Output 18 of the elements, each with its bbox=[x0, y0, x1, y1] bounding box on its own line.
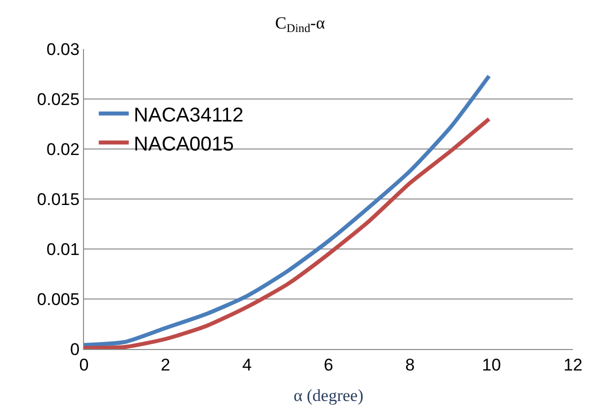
y-tick-label: 0.015 bbox=[37, 190, 80, 209]
y-tick-label: 0.025 bbox=[37, 90, 80, 109]
x-axis-title: α (degree) bbox=[294, 386, 364, 405]
x-tick-label: 6 bbox=[324, 355, 334, 374]
x-tick-label: 2 bbox=[160, 355, 170, 374]
y-tick-label: 0.03 bbox=[46, 40, 80, 59]
y-tick-label: 0 bbox=[70, 340, 80, 359]
y-tick-label: 0.01 bbox=[46, 240, 80, 259]
y-tick-label: 0.02 bbox=[46, 140, 80, 159]
legend-label: NACA0015 bbox=[134, 133, 234, 156]
y-tick-label: 0.005 bbox=[37, 290, 80, 309]
x-tick-label: 10 bbox=[482, 355, 501, 374]
x-tick-label: 4 bbox=[242, 355, 252, 374]
chart-title: C$_{Dind}$-α bbox=[275, 14, 325, 36]
legend-label: NACA34112 bbox=[134, 104, 244, 126]
line-series bbox=[84, 74, 492, 347]
x-tick-label: 8 bbox=[405, 355, 415, 374]
x-tick-label: 12 bbox=[564, 355, 582, 374]
